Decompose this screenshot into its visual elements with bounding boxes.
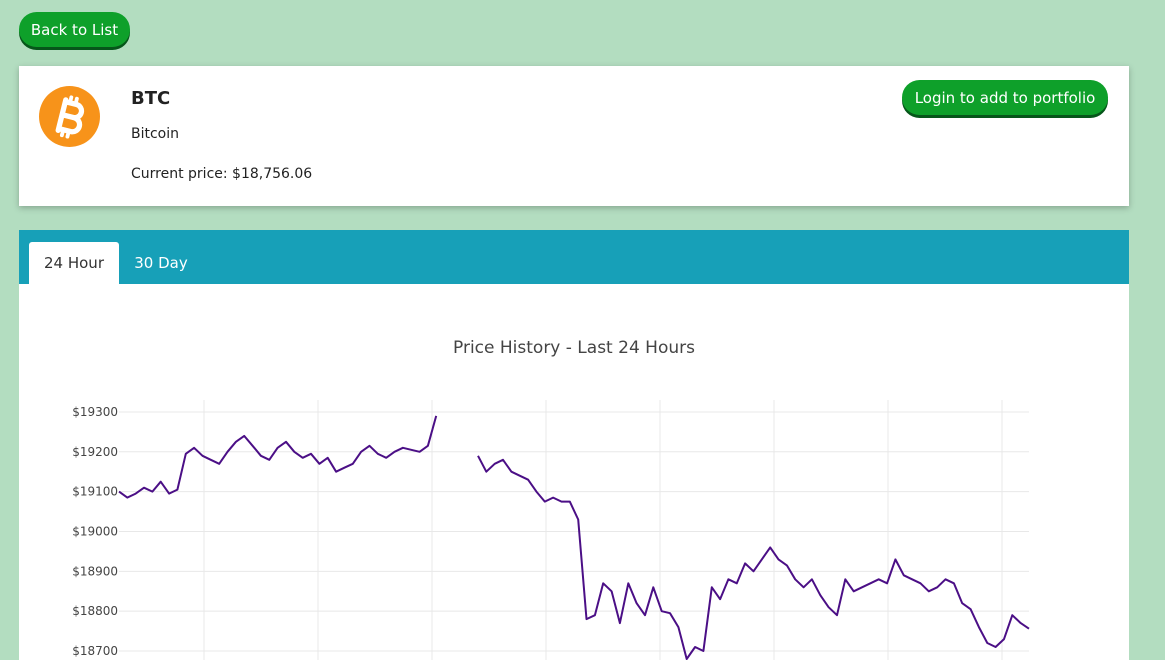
tab-24-hour[interactable]: 24 Hour bbox=[29, 242, 119, 284]
back-to-list-button[interactable]: Back to List bbox=[19, 12, 130, 47]
bitcoin-logo-icon bbox=[39, 86, 100, 147]
bitcoin-logo-glyph bbox=[55, 97, 85, 135]
tab-bar: 24 Hour 30 Day bbox=[19, 230, 1129, 284]
coin-symbol: BTC bbox=[131, 88, 171, 109]
y-tick-label: $19100 bbox=[72, 485, 118, 499]
chart-title: Price History - Last 24 Hours bbox=[453, 338, 695, 358]
tab-30-day[interactable]: 30 Day bbox=[134, 254, 188, 272]
y-tick-label: $19300 bbox=[72, 405, 118, 419]
y-tick-label: $18700 bbox=[72, 644, 118, 658]
price-chart: $19300 $19200 $19100 $19000 $18900 $18800 $187… bbox=[72, 400, 1030, 660]
chart-panel: 24 Hour 30 Day Price History - Last 24 H… bbox=[19, 230, 1129, 660]
y-tick-label: $18800 bbox=[72, 604, 118, 618]
price-series-line bbox=[118, 415, 1030, 660]
current-price: Current price: $18,756.06 bbox=[131, 166, 313, 182]
y-tick-label: $19200 bbox=[72, 445, 118, 459]
login-to-add-portfolio-button[interactable]: Login to add to portfolio bbox=[902, 80, 1108, 115]
y-tick-label: $18900 bbox=[72, 564, 118, 578]
coin-name: Bitcoin bbox=[131, 126, 180, 142]
coin-info-card: BTC Bitcoin Current price: $18,756.06 Lo… bbox=[19, 66, 1129, 206]
y-tick-label: $19000 bbox=[72, 524, 118, 538]
